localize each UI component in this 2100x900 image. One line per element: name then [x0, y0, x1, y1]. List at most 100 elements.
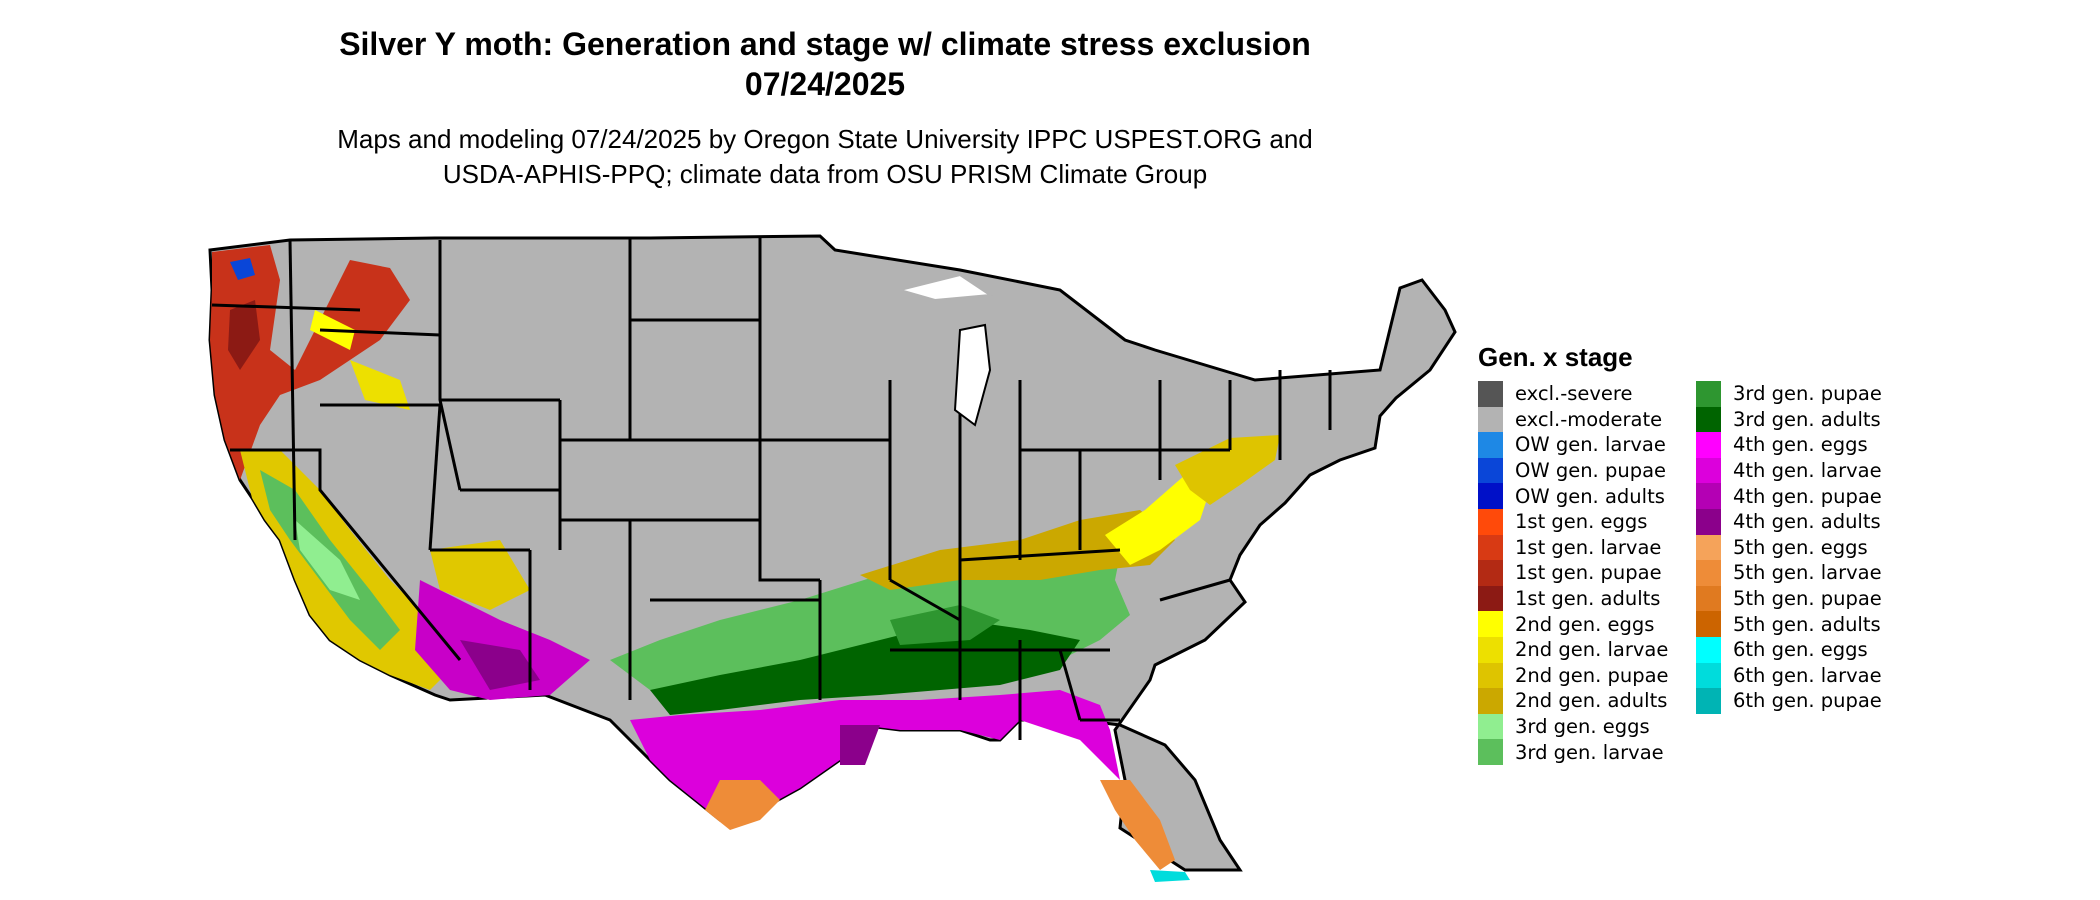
region-4th-gen-southwest [415, 580, 590, 700]
legend-item: 4th gen. larvae [1696, 457, 1882, 484]
region-2nd-gen-pupae-northeast [1175, 435, 1280, 505]
region-5th-gen-florida [1100, 780, 1175, 870]
legend-item: 4th gen. eggs [1696, 432, 1882, 458]
legend-swatch [1696, 508, 1721, 535]
legend-label: 3rd gen. pupae [1733, 382, 1882, 406]
lake-michigan [953, 323, 992, 427]
legend-column-2: 3rd gen. pupae 3rd gen. adults 4th gen. eg… [1696, 381, 1882, 714]
legend-swatch [1696, 483, 1721, 509]
legend-swatch [1478, 534, 1503, 561]
us-outline [208, 234, 1457, 872]
legend-swatch [1696, 636, 1721, 663]
region-4th-gen-adults-southwest [460, 640, 540, 690]
map-title: Silver Y moth: Generation and stage w/ c… [300, 24, 1350, 104]
legend-item: 2nd gen. adults [1478, 688, 1669, 714]
legend-label: excl.-moderate [1515, 407, 1663, 431]
legend-title: Gen. x stage [1478, 342, 1633, 372]
legend-swatch [1478, 739, 1503, 765]
subtitle-line-2: USDA-APHIS-PPQ; climate data from OSU PR… [442, 159, 1208, 189]
region-4th-gen-adults-gulf [840, 725, 880, 765]
legend-swatch [1478, 432, 1503, 458]
region-1st-gen-west [210, 245, 410, 480]
legend-label: 3rd gen. adults [1733, 407, 1881, 431]
legend-item: excl.-moderate [1478, 406, 1669, 433]
legend-item: 5th gen. pupae [1696, 585, 1882, 612]
subtitle-line-1: Maps and modeling 07/24/2025 by Oregon S… [337, 124, 1313, 154]
legend-swatch [1478, 662, 1503, 689]
region-2nd-gen-eggs-east [1105, 475, 1210, 565]
legend-swatch [1478, 508, 1503, 535]
legend-item: 6th gen. eggs [1696, 636, 1882, 663]
legend-swatch [1696, 585, 1721, 612]
legend-swatch [1696, 560, 1721, 586]
legend-label: 5th gen. pupae [1733, 587, 1882, 611]
region-2nd-gen-eggs-idaho [350, 360, 410, 410]
legend-swatch [1478, 636, 1503, 663]
legend-label: 4th gen. eggs [1733, 433, 1868, 457]
legend-item: 3rd gen. eggs [1478, 713, 1669, 740]
legend-label: OW gen. larvae [1515, 433, 1666, 457]
legend-label: 4th gen. pupae [1733, 484, 1882, 508]
region-ow-gen-pupae [230, 258, 255, 280]
legend-item: 3rd gen. larvae [1478, 739, 1669, 765]
legend-item: excl.-severe [1478, 381, 1669, 407]
legend-item: 1st gen. eggs [1478, 508, 1669, 535]
legend-label: 2nd gen. pupae [1515, 663, 1669, 687]
legend-item: 5th gen. eggs [1696, 534, 1882, 561]
legend-label: 2nd gen. larvae [1515, 638, 1669, 662]
legend-label: 1st gen. adults [1515, 587, 1661, 611]
legend-swatch [1478, 585, 1503, 612]
legend-item: OW gen. pupae [1478, 457, 1669, 484]
legend-item: 3rd gen. pupae [1696, 381, 1882, 407]
legend-label: 2nd gen. adults [1515, 689, 1668, 713]
region-3rd-gen-adults-south-band [650, 620, 1080, 715]
legend-item: 1st gen. adults [1478, 585, 1669, 612]
state-boundaries [211, 238, 1332, 740]
legend-label: OW gen. adults [1515, 484, 1665, 508]
legend-label: 5th gen. larvae [1733, 561, 1882, 585]
legend-label: 6th gen. larvae [1733, 663, 1882, 687]
legend-label: 1st gen. eggs [1515, 510, 1648, 534]
legend-swatch [1478, 611, 1503, 637]
legend-swatch [1696, 662, 1721, 689]
legend-swatch [1478, 406, 1503, 433]
legend-label: 1st gen. pupae [1515, 561, 1662, 585]
legend-swatch [1478, 483, 1503, 509]
legend-item: 4th gen. pupae [1696, 483, 1882, 509]
legend-label: excl.-severe [1515, 382, 1633, 406]
region-3rd-gen-eggs-california [295, 520, 360, 600]
legend-item: 2nd gen. pupae [1478, 662, 1669, 689]
region-3rd-gen-pupae-tn [890, 605, 1000, 645]
region-5th-gen-texas [705, 780, 780, 830]
legend-swatch [1696, 381, 1721, 407]
legend-swatch [1478, 457, 1503, 484]
legend-item: 6th gen. larvae [1696, 662, 1882, 689]
legend-label: OW gen. pupae [1515, 459, 1667, 483]
legend-item: 2nd gen. larvae [1478, 636, 1669, 663]
legend-label: 1st gen. larvae [1515, 535, 1662, 559]
legend-swatch [1478, 713, 1503, 740]
legend-swatch [1696, 432, 1721, 458]
map-subtitle: Maps and modeling 07/24/2025 by Oregon S… [300, 122, 1350, 192]
legend-label: 3rd gen. eggs [1515, 715, 1650, 739]
legend-item: 3rd gen. adults [1696, 406, 1882, 433]
title-line-1: Silver Y moth: Generation and stage w/ c… [339, 26, 1311, 62]
region-2nd-gen-adults-midsouth [860, 510, 1175, 590]
legend-item: OW gen. adults [1478, 483, 1669, 509]
legend-item: 1st gen. larvae [1478, 534, 1669, 561]
legend-label: 5th gen. adults [1733, 612, 1881, 636]
legend-item: 1st gen. pupae [1478, 560, 1669, 586]
legend-item: 5th gen. larvae [1696, 560, 1882, 586]
legend-label: 4th gen. adults [1733, 510, 1881, 534]
legend-item: 2nd gen. eggs [1478, 611, 1669, 637]
legend-swatch [1696, 611, 1721, 637]
us-stage-map [208, 234, 1457, 882]
legend-label: 4th gen. larvae [1733, 459, 1882, 483]
legend-swatch [1696, 688, 1721, 714]
region-6th-gen-florida-keys [1150, 870, 1190, 882]
legend-swatch [1478, 381, 1503, 407]
legend-item: 4th gen. adults [1696, 508, 1882, 535]
legend-label: 3rd gen. larvae [1515, 740, 1664, 764]
legend-label: 6th gen. pupae [1733, 689, 1882, 713]
region-1st-gen-adults-west [228, 300, 260, 370]
